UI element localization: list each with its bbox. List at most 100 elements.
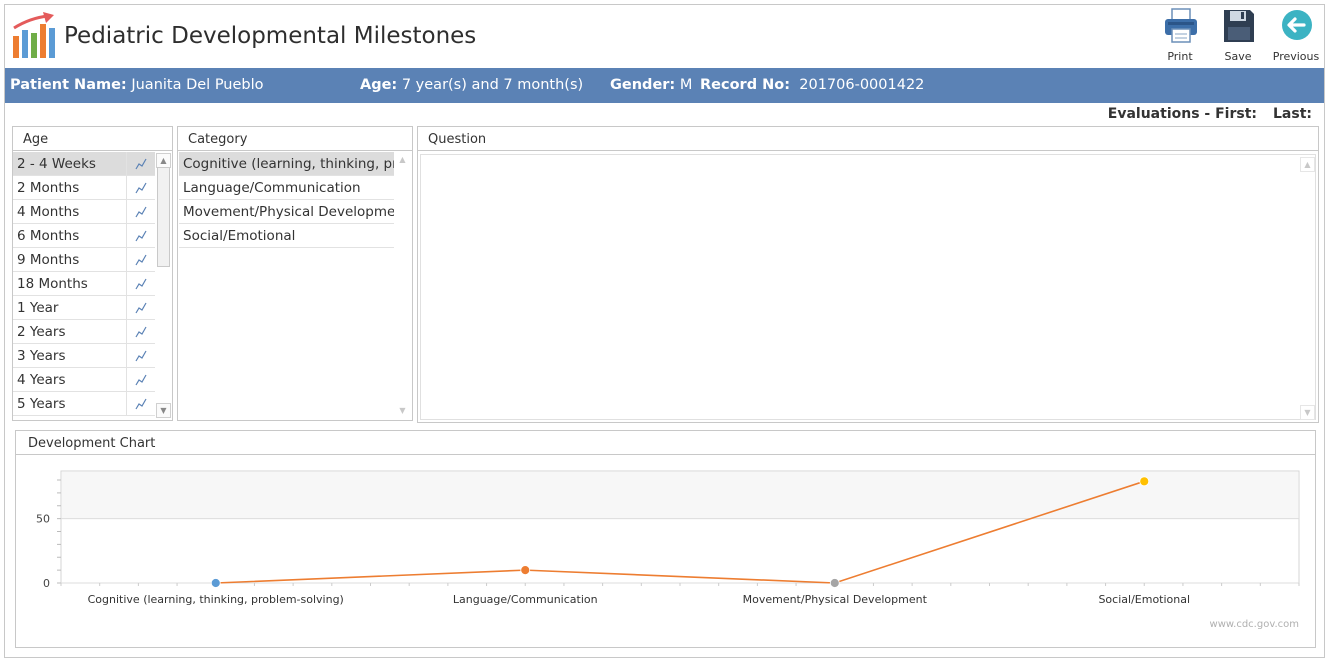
app-window: [4, 4, 1325, 658]
evaluations-first-label: Evaluations - First:: [1107, 106, 1257, 122]
category-list-item-label: Language/Communication: [183, 180, 361, 196]
print-button[interactable]: Print: [1155, 5, 1205, 65]
category-list-item-label: Social/Emotional: [183, 228, 296, 244]
save-label: Save: [1224, 50, 1252, 63]
trend-chart-icon[interactable]: [126, 344, 154, 367]
patient-gender-field: Gender: M: [610, 77, 692, 93]
x-tick-label: Movement/Physical Development: [743, 593, 928, 606]
age-list-item-label: 2 - 4 Weeks: [17, 156, 96, 172]
trend-chart-icon[interactable]: [126, 152, 154, 175]
question-list[interactable]: [420, 154, 1316, 420]
age-list-item-label: 4 Years: [17, 372, 66, 388]
patient-record-field: Record No: 201706-0001422: [700, 77, 924, 93]
patient-name-field: Patient Name: Juanita Del Pueblo: [10, 77, 264, 93]
trend-chart-icon[interactable]: [126, 176, 154, 199]
age-list-item-label: 1 Year: [17, 300, 59, 316]
age-list-item-label: 18 Months: [17, 276, 88, 292]
series-line: [215, 480, 1145, 584]
trend-chart-icon[interactable]: [126, 200, 154, 223]
age-list-item-label: 5 Years: [17, 396, 66, 412]
age-list-item-label: 9 Months: [17, 252, 80, 268]
scroll-down-arrow-icon[interactable]: ▼: [399, 406, 406, 415]
x-tick-label: Social/Emotional: [1098, 593, 1190, 606]
app-logo-icon: [10, 10, 60, 60]
category-list-item-label: Cognitive (learning, thinking, pr...: [183, 156, 394, 172]
x-tick-label: Cognitive (learning, thinking, problem-s…: [88, 593, 344, 606]
trend-chart-icon[interactable]: [126, 368, 154, 391]
age-list-item[interactable]: 3 Years: [13, 344, 155, 368]
y-tick-label: 0: [43, 577, 50, 590]
previous-button[interactable]: Previous: [1271, 5, 1321, 65]
patient-age-field: Age: 7 year(s) and 7 month(s): [360, 77, 583, 93]
age-list-item-label: 3 Years: [17, 348, 66, 364]
question-panel: Question ▲ ▼: [417, 126, 1319, 423]
patient-info-bar: Patient Name: Juanita Del Pueblo Age: 7 …: [5, 68, 1324, 103]
age-list-item[interactable]: 2 Months: [13, 176, 155, 200]
x-tick-label: Language/Communication: [453, 593, 598, 606]
age-list-item[interactable]: 9 Months: [13, 248, 155, 272]
age-list-scrollbar[interactable]: ▲ ▼: [156, 152, 172, 420]
age-list-item-label: 2 Months: [17, 180, 80, 196]
back-arrow-icon: [1282, 10, 1312, 40]
floppy-disk-icon: [1224, 10, 1254, 42]
scroll-down-arrow-icon[interactable]: ▼: [1300, 405, 1315, 420]
age-list-item-label: 2 Years: [17, 324, 66, 340]
trend-chart-icon[interactable]: [126, 392, 154, 415]
save-button[interactable]: Save: [1213, 5, 1263, 65]
question-panel-header: Question: [418, 127, 1318, 151]
age-list-item[interactable]: 4 Years: [13, 368, 155, 392]
printer-icon: [1165, 8, 1197, 43]
age-list-item-label: 4 Months: [17, 204, 80, 220]
patient-name-value: Juanita Del Pueblo: [131, 77, 264, 93]
data-point: [520, 565, 531, 576]
app-title: Pediatric Developmental Milestones: [64, 23, 477, 49]
development-chart: 0 50 Cognitive (learning, thinking, proble…: [36, 470, 1300, 606]
scroll-down-arrow-icon[interactable]: ▼: [156, 403, 171, 418]
category-list-item[interactable]: Cognitive (learning, thinking, pr...: [179, 152, 394, 176]
trend-chart-icon[interactable]: [126, 296, 154, 319]
chart-panel: Development Chart 0 50 Cognitive (learning…: [15, 430, 1316, 648]
category-list-item[interactable]: Language/Communication: [179, 176, 394, 200]
print-label: Print: [1167, 50, 1193, 63]
data-point: [829, 578, 840, 588]
age-panel: Age 2 - 4 Weeks 2 Months 4 Months 6 Months 9…: [12, 126, 173, 421]
data-point: [210, 578, 221, 588]
category-list-scrollbar[interactable]: ▲ ▼: [395, 152, 411, 420]
age-list-item[interactable]: 2 Years: [13, 320, 155, 344]
previous-label: Previous: [1272, 50, 1320, 63]
patient-name-label: Patient Name:: [10, 77, 127, 93]
y-tick-label: 50: [36, 513, 50, 526]
age-list-item[interactable]: 6 Months: [13, 224, 155, 248]
trend-chart-icon[interactable]: [126, 272, 154, 295]
category-list-item-label: Movement/Physical Developme...: [183, 204, 394, 220]
category-panel: Category Cognitive (learning, thinking, …: [177, 126, 413, 421]
evaluations-last-label: Last:: [1273, 106, 1312, 122]
plot-band: [62, 472, 1298, 519]
category-list-item[interactable]: Movement/Physical Developme...: [179, 200, 394, 224]
scroll-up-arrow-icon[interactable]: ▲: [1300, 157, 1315, 172]
scroll-up-arrow-icon[interactable]: ▲: [399, 155, 406, 164]
trend-chart-icon[interactable]: [126, 320, 154, 343]
trend-chart-icon[interactable]: [126, 248, 154, 271]
trend-chart-icon[interactable]: [126, 224, 154, 247]
chart-panel-header: Development Chart: [16, 431, 1315, 455]
age-list-item[interactable]: 5 Years: [13, 392, 155, 416]
age-list-item-label: 6 Months: [17, 228, 80, 244]
scroll-thumb[interactable]: [157, 167, 170, 267]
age-panel-header: Age: [13, 127, 172, 151]
scroll-up-arrow-icon[interactable]: ▲: [156, 153, 171, 168]
age-list-item[interactable]: 18 Months: [13, 272, 155, 296]
question-list-scrollbar[interactable]: ▲ ▼: [1300, 156, 1316, 420]
data-point: [1139, 476, 1150, 487]
age-list-item[interactable]: 2 - 4 Weeks: [13, 152, 155, 176]
age-list-item[interactable]: 4 Months: [13, 200, 155, 224]
patient-gender-label: Gender:: [610, 77, 676, 93]
evaluations-bar: Evaluations - First: Last:: [1108, 106, 1312, 122]
patient-gender-value: M: [679, 77, 693, 93]
patient-age-value: 7 year(s) and 7 month(s): [401, 77, 584, 93]
patient-record-label: Record No:: [700, 77, 791, 93]
age-list-item[interactable]: 1 Year: [13, 296, 155, 320]
category-list-item[interactable]: Social/Emotional: [179, 224, 394, 248]
category-panel-header: Category: [178, 127, 412, 151]
patient-record-value: 201706-0001422: [799, 77, 925, 93]
